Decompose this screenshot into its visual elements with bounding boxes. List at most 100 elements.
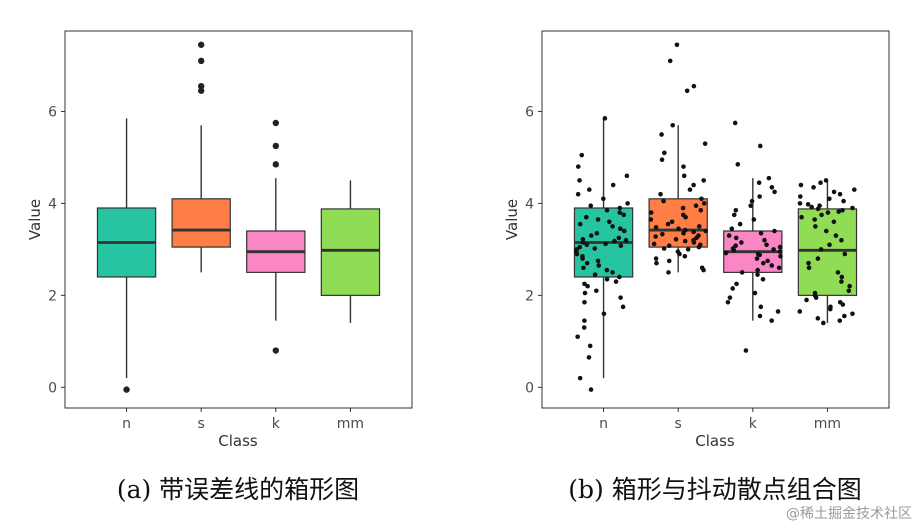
panel-b-jitter-point-n xyxy=(577,178,582,183)
panel-b-jitter-point-n xyxy=(620,304,626,310)
panel-b-jitter-point-s xyxy=(683,227,688,233)
panel-b-jitter-point-n xyxy=(603,241,608,247)
panel-b-jitter-point-n xyxy=(577,244,583,250)
panel-a-x-axis-title: Class xyxy=(218,432,258,450)
panel-b-jitter-point-s xyxy=(698,208,704,213)
panel-b-jitter-point-mm xyxy=(799,214,804,220)
panel-b-jitter-point-n xyxy=(580,253,585,259)
panel-b-jitter-point-mm xyxy=(827,196,832,202)
panel-b-jitter-point-n xyxy=(613,279,619,284)
panel-b-jitter-point-n xyxy=(584,260,590,266)
panel-b-jitter-point-n xyxy=(601,311,607,317)
panel-b-jitter-point-n xyxy=(585,283,590,289)
panel-b-jitter-point-n xyxy=(622,228,627,234)
panel-b-jitter-point-n xyxy=(584,242,590,248)
panel-b-jitter-point-n xyxy=(582,318,587,323)
panel-b-jitter-point-s xyxy=(666,258,672,264)
panel-b-jitter-point-n xyxy=(575,191,581,197)
panel-b-jitter-point-k xyxy=(752,290,758,296)
panel-a-outlier-s xyxy=(197,82,205,90)
panel-b-x-axis-title: Class xyxy=(695,432,735,450)
panel-b-jitter-point-s xyxy=(681,164,686,169)
panel-b-jitter-point-s xyxy=(667,58,673,64)
panel-b-x-tick-label-mm: mm xyxy=(814,416,841,432)
panel-b-jitter-point-k xyxy=(778,253,783,259)
panel-b-jitter-point-s xyxy=(681,212,686,218)
panel-b-jitter-point-s xyxy=(685,247,691,252)
panel-b-jitter-point-n xyxy=(601,196,606,202)
panel-b-jitter-point-k xyxy=(766,175,772,181)
panel-b-jitter-point-mm xyxy=(813,224,818,229)
panel-b-y-tick-label: 0 xyxy=(525,380,534,396)
panel-a-outlier-s xyxy=(197,41,205,48)
panel-b-jitter-point-mm xyxy=(806,260,811,266)
panel-b-jitter-point-s xyxy=(659,132,664,137)
panel-b-jitter-point-mm xyxy=(831,219,837,225)
panel-a-x-tick-label-n: n xyxy=(122,416,131,432)
panel-b-jitter-point-s xyxy=(670,122,676,128)
panel-b-jitter-point-s xyxy=(662,150,667,156)
panel-b-jitter-point-k xyxy=(733,235,739,241)
panel-b-jitter-point-k xyxy=(732,120,738,126)
panel-b-jitter-point-k xyxy=(757,313,763,319)
panel-b-jitter-point-n xyxy=(617,210,623,215)
panel-b-boxplot-jitter: Value Class (b) 箱形与抖动散点组合图 0 2 4 6 n s k mm xyxy=(503,30,890,504)
panel-b-jitter-point-s xyxy=(665,221,671,227)
panel-b-jitter-point-s xyxy=(702,141,708,146)
panel-b-jitter-point-s xyxy=(696,224,702,229)
panel-b-jitter-point-k xyxy=(777,244,783,250)
panel-b-jitter-point-mm xyxy=(818,180,823,186)
panel-b-jitter-point-k xyxy=(723,250,729,256)
panel-a-y-tick-label: 2 xyxy=(48,288,57,304)
panel-b-jitter-point-mm xyxy=(828,304,833,310)
panel-b-jitter-point-s xyxy=(654,260,659,266)
panel-b-jitter-point-mm xyxy=(835,270,841,275)
panel-b-jitter-point-mm xyxy=(798,182,804,188)
panel-b-jitter-point-s xyxy=(658,191,663,197)
panel-b-jitter-point-k xyxy=(761,260,766,266)
panel-b-jitter-point-mm xyxy=(815,256,821,261)
panel-b-jitter-point-s xyxy=(653,225,659,230)
panel-b-jitter-point-n xyxy=(606,219,612,225)
panel-b-jitter-point-n xyxy=(612,238,617,244)
panel-b-jitter-point-mm xyxy=(823,228,829,234)
panel-b-jitter-point-mm xyxy=(837,299,843,305)
panel-b-jitter-point-k xyxy=(730,286,736,291)
panel-b-jitter-point-n xyxy=(623,237,629,243)
panel-b-jitter-point-n xyxy=(617,205,623,211)
panel-b-jitter-point-n xyxy=(577,221,583,227)
panel-b-jitter-point-n xyxy=(610,270,615,275)
panel-b-jitter-point-k xyxy=(757,143,763,149)
panel-b-jitter-point-s xyxy=(682,253,688,259)
panel-b-jitter-point-k xyxy=(731,212,737,218)
panel-a-box-s xyxy=(171,198,231,248)
panel-b-jitter-point-s xyxy=(703,228,709,234)
panel-b-jitter-point-k xyxy=(776,265,782,271)
panel-a-x-tick-label-k: k xyxy=(272,416,281,432)
panel-b-jitter-point-n xyxy=(602,116,608,121)
panel-b-jitter-point-k xyxy=(735,162,741,167)
panel-b-box-mm xyxy=(797,208,858,296)
panel-b-jitter-point-mm xyxy=(852,187,857,192)
panel-b-y-tick-label: 6 xyxy=(525,104,534,120)
panel-b-jitter-point-k xyxy=(733,243,738,249)
panel-b-jitter-point-n xyxy=(581,325,587,330)
panel-b-caption: (b) 箱形与抖动散点组合图 xyxy=(568,475,861,504)
panel-b-jitter-point-mm xyxy=(839,237,844,243)
panel-b-x-tick-label-n: n xyxy=(599,416,608,432)
panel-b-jitter-point-s xyxy=(660,231,665,237)
panel-b-jitter-point-k xyxy=(754,256,760,261)
panel-b-jitter-point-n xyxy=(592,246,598,251)
panel-b-jitter-point-n xyxy=(581,265,586,271)
panel-b-jitter-point-s xyxy=(648,217,654,222)
panel-b-jitter-point-k xyxy=(756,180,762,186)
panel-b-jitter-point-k xyxy=(769,185,775,190)
panel-b-jitter-point-k xyxy=(777,249,783,254)
panel-b-jitter-point-s xyxy=(680,205,686,211)
panel-b-jitter-point-s xyxy=(661,246,667,251)
panel-a-outlier-s xyxy=(197,57,205,65)
panel-b-jitter-point-s xyxy=(687,187,693,192)
panel-a-outlier-n xyxy=(123,386,130,393)
panel-b-jitter-point-s xyxy=(701,178,706,183)
